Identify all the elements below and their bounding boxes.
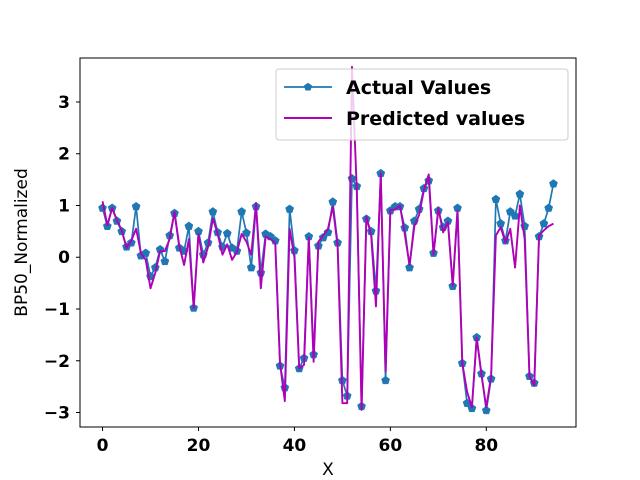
actual-value-point bbox=[544, 203, 554, 212]
actual-value-point bbox=[208, 207, 218, 216]
y-tick-label: −2 bbox=[44, 352, 70, 372]
x-axis-label: X bbox=[322, 460, 334, 480]
y-tick-label: 3 bbox=[58, 93, 70, 113]
y-axis-label: BP50_Normalized bbox=[12, 168, 32, 316]
actual-value-point bbox=[515, 189, 525, 198]
actual-value-point bbox=[481, 405, 491, 415]
ticks-layer: 0 20 40 60 80 −3 −2 −1 0 1 2 3 bbox=[44, 93, 498, 456]
actual-value-point bbox=[246, 262, 256, 272]
x-tick-label: 20 bbox=[187, 436, 211, 456]
x-tick-label: 0 bbox=[97, 436, 109, 456]
actual-value-point bbox=[141, 248, 151, 257]
y-tick-label: −1 bbox=[44, 300, 70, 320]
actual-value-point bbox=[539, 219, 549, 228]
legend-box bbox=[275, 68, 569, 141]
x-tick-label: 60 bbox=[379, 436, 403, 456]
actual-value-point bbox=[237, 207, 247, 216]
actual-value-point bbox=[131, 201, 141, 211]
legend-actual-label: Actual Values bbox=[346, 77, 491, 99]
actual-value-point bbox=[491, 194, 501, 204]
actual-value-point bbox=[184, 221, 194, 230]
actual-value-point bbox=[242, 228, 251, 237]
predicted-values-line bbox=[101, 65, 554, 411]
x-tick-label: 40 bbox=[283, 436, 307, 456]
y-tick-label: 2 bbox=[58, 145, 70, 165]
actual-value-point bbox=[160, 256, 170, 266]
plot-frame bbox=[79, 57, 577, 428]
actual-value-point bbox=[549, 179, 558, 188]
actual-value-point bbox=[285, 204, 295, 213]
actual-value-point bbox=[328, 197, 338, 206]
actual-value-point bbox=[405, 262, 414, 272]
actual-value-point bbox=[381, 375, 390, 385]
y-tick-label: 0 bbox=[58, 248, 70, 268]
legend-actual-swatch-marker bbox=[303, 82, 313, 91]
actual-value-point bbox=[222, 228, 232, 238]
y-tick-label: −3 bbox=[44, 404, 70, 424]
legend: Actual Values Predicted values bbox=[275, 68, 569, 141]
x-tick-label: 80 bbox=[474, 436, 498, 456]
y-tick-label: 1 bbox=[58, 196, 70, 216]
legend-predicted-label: Predicted values bbox=[346, 108, 525, 130]
series-layer bbox=[98, 65, 558, 415]
